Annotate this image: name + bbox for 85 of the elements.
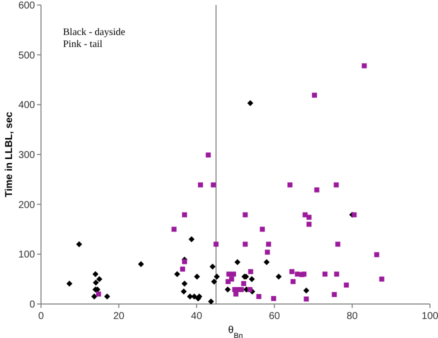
point xyxy=(266,242,272,247)
y-axis-title: Time in LLBL, sec xyxy=(4,111,15,198)
x-tick-label: 100 xyxy=(422,311,438,322)
point xyxy=(211,278,218,285)
point xyxy=(362,63,367,68)
point xyxy=(334,272,340,277)
point xyxy=(182,212,188,218)
point xyxy=(276,274,282,280)
point xyxy=(182,280,188,287)
point xyxy=(335,242,340,247)
point xyxy=(290,279,296,284)
point xyxy=(194,274,200,280)
point xyxy=(242,212,248,218)
point xyxy=(344,282,349,288)
point xyxy=(287,182,292,188)
point xyxy=(96,276,102,282)
point xyxy=(374,252,380,258)
point xyxy=(91,294,98,300)
point xyxy=(248,269,254,274)
point xyxy=(241,281,246,286)
point xyxy=(304,296,309,302)
y-tick-label: 0 xyxy=(29,300,36,310)
point xyxy=(334,182,339,188)
point xyxy=(172,226,177,232)
point xyxy=(92,280,99,286)
point xyxy=(322,272,328,277)
y-tick-label: 400 xyxy=(18,100,36,112)
point xyxy=(180,266,186,272)
y-tick-label: 600 xyxy=(18,0,36,12)
point xyxy=(312,92,317,98)
x-tick-label: 60 xyxy=(268,311,280,322)
point xyxy=(302,212,308,218)
point xyxy=(248,276,255,282)
point xyxy=(289,269,294,274)
x-tick-label: 0 xyxy=(38,311,44,322)
annotation: Pink - tail xyxy=(63,39,103,50)
annotation: Black - dayside xyxy=(63,27,126,38)
point xyxy=(352,212,357,218)
point xyxy=(260,226,265,232)
point xyxy=(264,250,270,255)
x-tick-label: 80 xyxy=(346,311,358,322)
point xyxy=(332,292,337,298)
point xyxy=(231,272,236,277)
point xyxy=(294,272,300,277)
point xyxy=(180,288,187,295)
point xyxy=(264,259,270,266)
point xyxy=(182,259,188,264)
point xyxy=(379,276,384,282)
point xyxy=(104,294,110,300)
point xyxy=(271,296,276,302)
point xyxy=(210,264,216,270)
point xyxy=(186,294,193,300)
point xyxy=(66,280,72,287)
point xyxy=(198,182,203,188)
x-tick-label: 40 xyxy=(191,311,203,322)
y-tick-label: 500 xyxy=(18,50,36,62)
point xyxy=(214,274,220,280)
point xyxy=(256,294,262,300)
point xyxy=(247,100,254,106)
x-tick-label: 20 xyxy=(113,311,125,322)
point xyxy=(226,279,231,284)
point xyxy=(208,298,214,305)
point xyxy=(174,271,180,278)
y-tick-label: 100 xyxy=(18,250,36,261)
point xyxy=(206,152,211,158)
point xyxy=(247,287,252,292)
y-tick-label: 300 xyxy=(18,150,36,161)
point xyxy=(92,271,98,278)
point xyxy=(188,236,195,242)
point xyxy=(96,292,102,297)
point xyxy=(303,288,310,294)
x-axis-title: θ$_{Bn}$ xyxy=(228,325,243,338)
point xyxy=(138,261,144,268)
point xyxy=(226,272,232,277)
point xyxy=(76,241,82,248)
point xyxy=(314,187,320,192)
point xyxy=(306,214,312,220)
point xyxy=(242,242,248,247)
point xyxy=(214,242,219,247)
point xyxy=(233,292,238,297)
point xyxy=(234,259,240,266)
point xyxy=(306,222,312,227)
y-tick-label: 200 xyxy=(18,200,36,211)
point xyxy=(224,286,231,293)
point xyxy=(210,182,216,188)
